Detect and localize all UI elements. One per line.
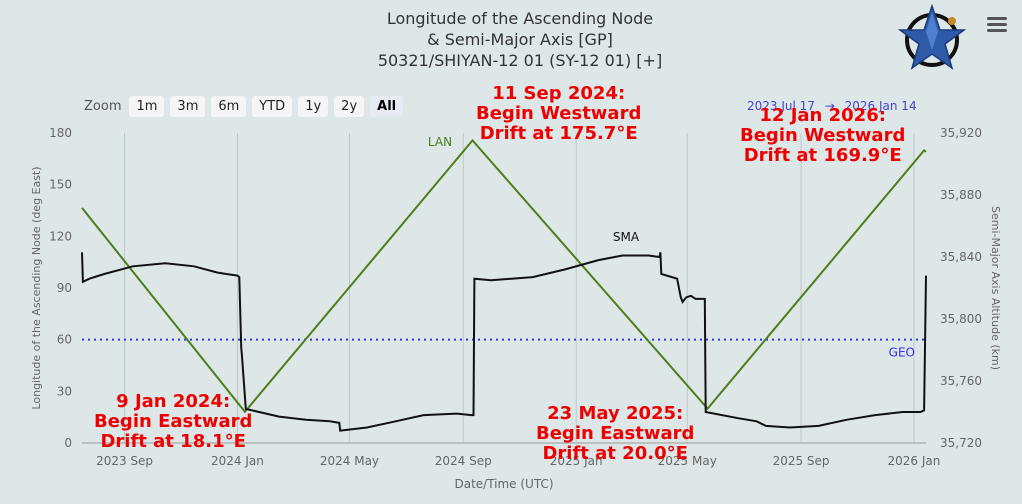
chart-title-line-3[interactable]: 50321/SHIYAN-12 01 (SY-12 01) [+] (377, 51, 663, 70)
annotation-line: 23 May 2025: (547, 403, 684, 424)
x-axis-title: Date/Time (UTC) (454, 477, 553, 491)
y-left-axis-title: Longitude of the Ascending Node (deg Eas… (30, 166, 43, 409)
range-arrow: → (824, 99, 835, 113)
annotation-line: Begin Westward (740, 125, 906, 146)
zoom-button-1m[interactable]: 1m (129, 96, 165, 117)
x-tick-label: 2026 Jan (888, 454, 941, 468)
lan-series-line (81, 138, 927, 414)
hamburger-menu-icon[interactable] (984, 14, 1010, 40)
annotation-line: Drift at 175.7°E (479, 123, 638, 144)
zoom-label: Zoom (84, 99, 122, 114)
annotation-line: Begin Westward (476, 103, 642, 124)
sma-series-line (81, 252, 927, 432)
y-left-tick-label: 90 (57, 281, 72, 295)
zoom-button-ytd[interactable]: YTD (252, 96, 293, 117)
x-tick-label: 2025 Sep (773, 454, 830, 468)
annotation-jan-2026: 12 Jan 2026: Begin Westward Drift at 169… (740, 106, 905, 166)
annotation-line: Begin Eastward (536, 423, 695, 444)
annotation-line: 11 Sep 2024: (492, 83, 626, 104)
x-tick-label: 2024 May (320, 454, 379, 468)
chart-title-line-2: & Semi-Major Axis [GP] (427, 30, 613, 49)
y-right-tick-label: 35,920 (940, 126, 982, 140)
sma-series-label: SMA (613, 230, 640, 244)
zoom-button-2y[interactable]: 2y (334, 96, 365, 117)
x-tick-label: 2023 Sep (96, 454, 153, 468)
zoom-button-3m[interactable]: 3m (170, 96, 206, 117)
range-from-input[interactable]: 2023 Jul 17 (747, 99, 815, 113)
lan-series-label: LAN (428, 135, 452, 149)
y-right-tick-label: 35,800 (940, 312, 982, 326)
y-right-tick-label: 35,840 (940, 250, 982, 264)
y-right-tick-label: 35,880 (940, 188, 982, 202)
annotation-line: Drift at 18.1°E (100, 431, 246, 452)
geo-label: GEO (889, 346, 915, 360)
annotation-jan-2024: 9 Jan 2024: Begin Eastward Drift at 18.1… (94, 392, 252, 452)
zoom-button-all[interactable]: All (370, 96, 404, 117)
y-left-tick-label: 30 (57, 384, 72, 398)
annotation-line: 9 Jan 2024: (116, 391, 231, 412)
zoom-controls: Zoom 1m 3m 6m YTD 1y 2y All (84, 96, 404, 117)
star-logo-icon (897, 4, 966, 70)
chart-title-line-1: Longitude of the Ascending Node (386, 9, 654, 28)
x-tick-label: 2025 Jan (550, 454, 603, 468)
x-tick-label: 2024 Jan (211, 454, 264, 468)
date-range: 2023 Jul 17 → 2026 Jan 14 (747, 99, 923, 113)
x-tick-label: 2024 Sep (435, 454, 492, 468)
y-left-tick-label: 120 (49, 229, 72, 243)
annotation-line: 12 Jan 2026: (759, 105, 886, 126)
y-left-tick-label: 180 (49, 126, 72, 140)
zoom-button-1y[interactable]: 1y (298, 96, 329, 117)
y-left-tick-label: 60 (57, 333, 72, 347)
x-tick-label: 2025 May (658, 454, 717, 468)
chart-title: Longitude of the Ascending Node & Semi-M… (290, 8, 750, 71)
annotation-sep-2024: 11 Sep 2024: Begin Westward Drift at 175… (476, 84, 641, 144)
y-right-axis-title: Semi-Major Axis Altitude (km) (989, 206, 1002, 370)
range-to-input[interactable]: 2026 Jan 14 (844, 99, 917, 113)
annotation-line: Drift at 169.9°E (743, 145, 902, 166)
zoom-button-6m[interactable]: 6m (211, 96, 247, 117)
annotation-line: Drift at 20.0°E (542, 443, 688, 464)
y-left-tick-label: 0 (64, 436, 72, 450)
annotation-may-2025: 23 May 2025: Begin Eastward Drift at 20.… (536, 404, 694, 464)
y-right-tick-label: 35,760 (940, 374, 982, 388)
y-right-tick-label: 35,720 (940, 436, 982, 450)
annotation-line: Begin Eastward (94, 411, 253, 432)
y-left-tick-label: 150 (49, 178, 72, 192)
